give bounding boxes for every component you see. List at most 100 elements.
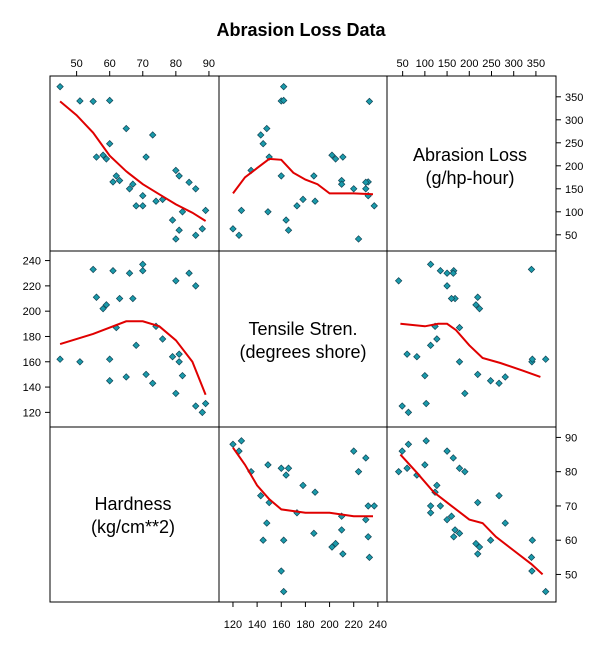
smooth-line-tensile-vs-abrasion <box>400 322 541 378</box>
smooth-line-abrasion-vs-hardness <box>59 100 207 222</box>
scatter-point-tensile-vs-hardness-27 <box>185 269 193 277</box>
scatter-point-tensile-vs-abrasion-20 <box>433 335 441 343</box>
scatter-point-hardness-vs-abrasion-3 <box>475 543 484 551</box>
scatter-point-abrasion-vs-tensile-31 <box>237 206 246 215</box>
scatter-point-hardness-vs-tensile-10 <box>337 526 346 534</box>
scatter-point-hardness-vs-tensile-16 <box>364 502 372 510</box>
scatter-point-abrasion-vs-hardness-21 <box>168 216 177 224</box>
diagonal-label-tensile-line1: Tensile Stren. <box>248 319 357 339</box>
scatter-point-hardness-vs-tensile-7 <box>279 536 288 544</box>
scatter-point-tensile-vs-hardness-22 <box>172 277 180 285</box>
scatter-point-tensile-vs-abrasion-13 <box>447 294 456 303</box>
scatter-point-abrasion-vs-hardness-8 <box>109 178 117 186</box>
scatter-point-tensile-vs-abrasion-31 <box>422 399 430 408</box>
scatter-point-hardness-vs-tensile-29 <box>235 447 243 455</box>
chart-title: Abrasion Loss Data <box>216 20 386 40</box>
scatter-point-hardness-vs-abrasion-28 <box>443 447 451 455</box>
scatter-point-abrasion-vs-hardness-1 <box>76 97 84 105</box>
scatter-point-hardness-vs-tensile-4 <box>331 539 340 548</box>
y-tick-label: 250 <box>565 138 583 150</box>
scatter-point-tensile-vs-abrasion-6 <box>486 377 495 385</box>
scatter-point-abrasion-vs-hardness-9 <box>112 172 121 180</box>
y-tick-label: 150 <box>565 184 583 196</box>
scatter-point-abrasion-vs-hardness-24 <box>175 226 183 234</box>
scatter-point-tensile-vs-hardness-25 <box>175 358 183 366</box>
scatter-point-hardness-vs-abrasion-31 <box>422 437 430 445</box>
scatter-point-tensile-vs-abrasion-11 <box>501 373 509 381</box>
scatter-point-abrasion-vs-hardness-19 <box>152 197 160 205</box>
scatter-point-hardness-vs-abrasion-0 <box>541 587 550 596</box>
y-tick-label: 180 <box>23 331 41 343</box>
scatter-point-abrasion-vs-hardness-15 <box>139 202 147 210</box>
scatter-point-tensile-vs-abrasion-27 <box>449 269 457 277</box>
scatter-point-tensile-vs-hardness-30 <box>198 408 207 417</box>
scatter-point-abrasion-vs-tensile-6 <box>259 140 267 148</box>
x-tick-label: 180 <box>296 619 314 631</box>
scatter-point-hardness-vs-abrasion-14 <box>426 509 435 517</box>
x-tick-label: 150 <box>438 58 456 70</box>
scatter-point-abrasion-vs-hardness-4 <box>102 155 111 163</box>
scatter-point-abrasion-vs-tensile-27 <box>362 178 370 187</box>
diagonal-label-hardness-line2: (kg/cm**2) <box>91 517 175 537</box>
scatter-point-tensile-vs-abrasion-18 <box>495 379 503 387</box>
scatter-point-hardness-vs-abrasion-15 <box>426 502 435 510</box>
scatter-point-hardness-vs-tensile-0 <box>279 587 288 596</box>
scatter-point-tensile-vs-hardness-24 <box>175 350 183 358</box>
scatter-point-tensile-vs-abrasion-24 <box>403 350 411 358</box>
scatter-point-tensile-vs-hardness-4 <box>102 301 111 309</box>
scatter-point-abrasion-vs-hardness-0 <box>56 82 64 91</box>
scatter-point-abrasion-vs-tensile-24 <box>284 226 293 234</box>
scatter-point-abrasion-vs-tensile-7 <box>279 96 288 105</box>
scatter-point-abrasion-vs-hardness-28 <box>192 185 200 193</box>
scatter-point-tensile-vs-abrasion-21 <box>413 353 421 361</box>
scatter-point-tensile-vs-abrasion-3 <box>475 304 484 313</box>
scatter-point-abrasion-vs-tensile-30 <box>229 225 237 233</box>
scatter-point-tensile-vs-abrasion-15 <box>426 260 435 269</box>
scatter-point-abrasion-vs-hardness-6 <box>105 140 114 148</box>
scatter-point-tensile-vs-hardness-14 <box>132 341 140 350</box>
scatter-point-abrasion-vs-tensile-29 <box>235 231 243 239</box>
scatter-point-abrasion-vs-tensile-11 <box>263 124 271 133</box>
x-tick-label: 60 <box>104 58 116 70</box>
scatter-point-hardness-vs-abrasion-13 <box>447 512 456 520</box>
scatter-point-hardness-vs-abrasion-18 <box>495 491 503 500</box>
scatter-point-tensile-vs-hardness-1 <box>76 358 84 366</box>
scatter-point-abrasion-vs-tensile-15 <box>370 202 378 210</box>
scatter-point-hardness-vs-tensile-12 <box>362 515 370 524</box>
scatter-point-hardness-vs-abrasion-23 <box>461 467 469 476</box>
scatter-point-hardness-vs-tensile-11 <box>263 519 271 527</box>
scatter-point-tensile-vs-hardness-31 <box>201 399 210 408</box>
scatter-point-abrasion-vs-hardness-7 <box>105 96 114 105</box>
scatter-point-hardness-vs-tensile-6 <box>259 536 267 544</box>
scatter-point-abrasion-vs-hardness-25 <box>175 172 183 180</box>
y-tick-label: 160 <box>23 357 41 369</box>
y-tick-label: 60 <box>565 535 577 547</box>
x-tick-label: 240 <box>369 619 387 631</box>
scatter-point-tensile-vs-hardness-26 <box>178 371 187 380</box>
scatter-point-abrasion-vs-tensile-19 <box>311 197 319 205</box>
scatter-point-abrasion-vs-hardness-31 <box>201 206 210 215</box>
scatter-point-hardness-vs-tensile-8 <box>364 533 372 541</box>
scatter-point-hardness-vs-tensile-30 <box>229 440 237 448</box>
scatter-point-abrasion-vs-hardness-18 <box>148 131 157 139</box>
scatter-point-tensile-vs-hardness-17 <box>142 370 150 379</box>
scatter-point-abrasion-vs-hardness-26 <box>178 208 187 216</box>
scatter-point-tensile-vs-hardness-29 <box>192 402 200 410</box>
scatter-point-hardness-vs-tensile-26 <box>264 461 272 469</box>
y-tick-label: 300 <box>565 115 583 127</box>
scatter-point-abrasion-vs-tensile-25 <box>277 172 285 180</box>
scatter-point-abrasion-vs-hardness-17 <box>142 153 150 161</box>
scatter-point-abrasion-vs-tensile-9 <box>310 172 318 180</box>
scatter-point-tensile-vs-hardness-12 <box>125 269 134 277</box>
x-tick-label: 50 <box>70 58 82 70</box>
scatter-point-tensile-vs-hardness-3 <box>99 304 107 313</box>
scatter-point-abrasion-vs-tensile-13 <box>337 180 346 188</box>
panel-frame-r0-c0 <box>49 75 220 252</box>
diagonal-label-abrasion-line2: (g/hp-hour) <box>425 168 514 188</box>
scatter-point-tensile-vs-hardness-13 <box>129 294 137 303</box>
scatter-point-tensile-vs-abrasion-4 <box>472 301 480 309</box>
scatter-point-hardness-vs-tensile-21 <box>282 471 290 479</box>
x-tick-label: 200 <box>460 58 478 70</box>
scatter-point-hardness-vs-abrasion-30 <box>404 440 413 448</box>
scatter-point-hardness-vs-abrasion-20 <box>433 481 441 490</box>
